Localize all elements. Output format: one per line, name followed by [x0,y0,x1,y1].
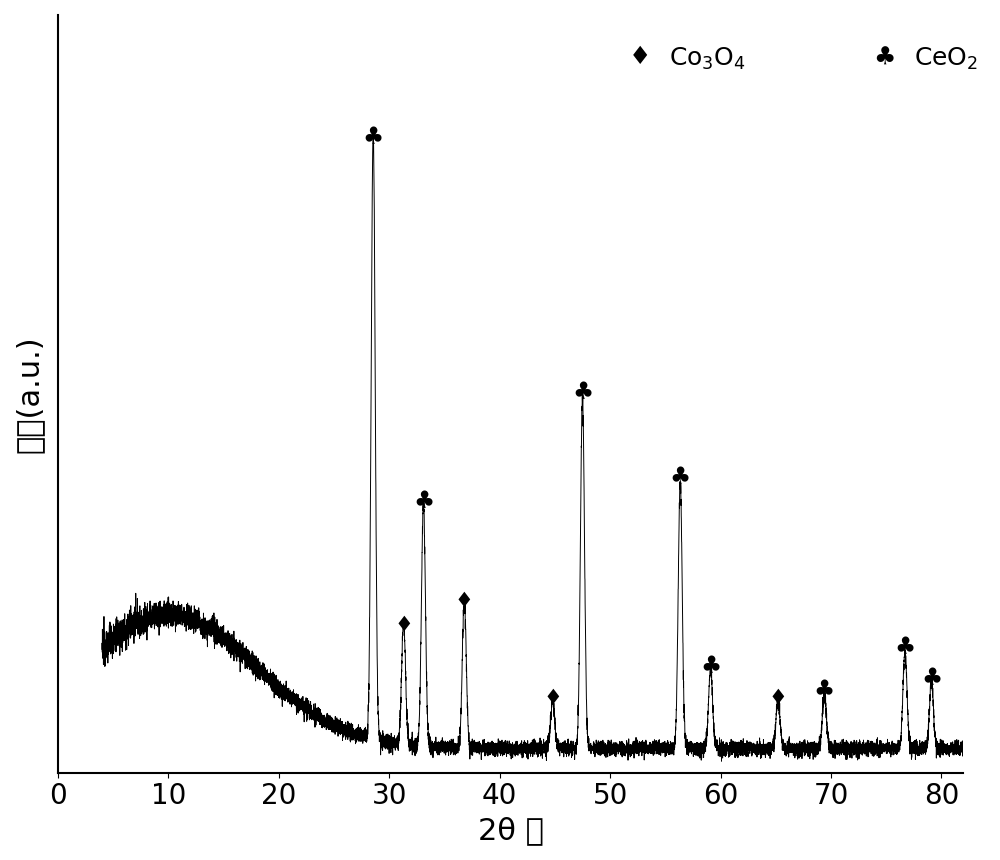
Text: ♣: ♣ [670,465,691,489]
Text: CeO$_2$: CeO$_2$ [914,46,978,71]
Text: ♣: ♣ [894,636,916,660]
Text: ♣: ♣ [814,678,835,702]
Text: ♣: ♣ [363,125,384,149]
Text: Co$_3$O$_4$: Co$_3$O$_4$ [669,46,746,71]
Text: ♦: ♦ [769,688,787,708]
Text: ♦: ♦ [455,591,474,611]
Text: ♣: ♣ [873,46,895,70]
Text: ♣: ♣ [921,666,942,690]
Y-axis label: 强度(a.u.): 强度(a.u.) [15,335,44,452]
Text: ♦: ♦ [543,688,562,708]
Text: ♣: ♣ [572,380,593,404]
X-axis label: 2θ 度: 2θ 度 [478,816,544,845]
Text: ♣: ♣ [413,489,434,513]
Text: ♦: ♦ [394,615,413,635]
Text: ♣: ♣ [700,654,721,678]
Text: ♦: ♦ [628,46,651,70]
